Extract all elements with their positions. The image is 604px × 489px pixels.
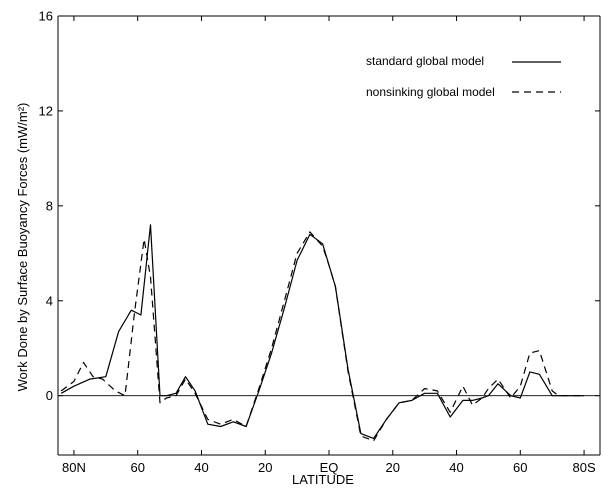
x-tick-label: 20 bbox=[386, 460, 400, 475]
x-axis-ticks: 80N 60 40 20 EQ 20 40 60 80S bbox=[62, 16, 596, 475]
x-tick-label: 20 bbox=[258, 460, 272, 475]
y-tick-label: 8 bbox=[46, 198, 53, 213]
x-tick-label: 80S bbox=[572, 460, 595, 475]
legend: standard global model nonsinking global … bbox=[366, 54, 561, 99]
y-tick-label: 16 bbox=[39, 9, 53, 24]
x-tick-label: EQ bbox=[320, 460, 339, 475]
series-line-standard bbox=[60, 224, 585, 439]
y-tick-label: 12 bbox=[39, 103, 53, 118]
series-group bbox=[60, 224, 585, 442]
x-axis-label: LATITUDE bbox=[292, 472, 354, 487]
series-line-nonsinking bbox=[60, 231, 585, 442]
y-axis-label: Work Done by Surface Buoyancy Forces (mW… bbox=[15, 103, 30, 392]
x-tick-label: 80N bbox=[62, 460, 86, 475]
x-tick-label: 60 bbox=[513, 460, 527, 475]
legend-label-nonsinking: nonsinking global model bbox=[366, 85, 495, 99]
y-tick-label: 4 bbox=[46, 293, 53, 308]
y-tick-label: 0 bbox=[46, 388, 53, 403]
legend-label-standard: standard global model bbox=[366, 54, 484, 68]
y-axis-ticks: 0 4 8 12 16 bbox=[39, 9, 600, 403]
x-tick-label: 40 bbox=[449, 460, 463, 475]
x-tick-label: 40 bbox=[194, 460, 208, 475]
plot-frame bbox=[57, 15, 601, 456]
x-tick-label: 60 bbox=[130, 460, 144, 475]
